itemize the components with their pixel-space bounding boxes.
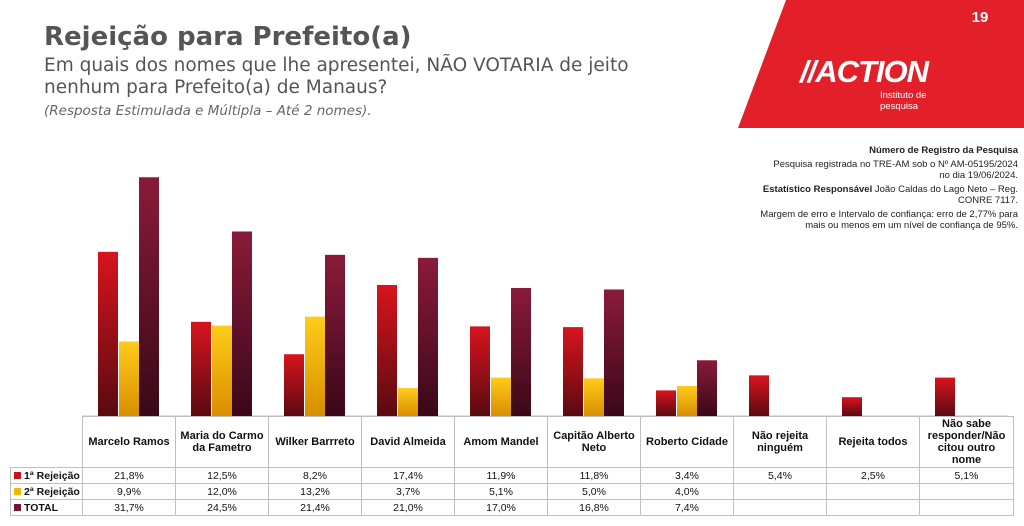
data-label-1-rejeicao-rejeita-todos: 2,5% <box>826 467 920 484</box>
bar-total-amom-mandel <box>511 287 531 416</box>
bar-1-rejeicao-nao-rejeita-ninguem <box>749 375 769 416</box>
bar-total-marcelo-ramos <box>139 177 159 416</box>
column-header-roberto-cidade: Roberto Cidade <box>640 416 734 468</box>
bar-2-rejeicao-roberto-cidade <box>677 385 697 416</box>
data-label-1-rejeicao-nao-sabe-responder-nao-citou-outro-nome: 5,1% <box>919 467 1014 484</box>
table-body: 1ª Rejeição 21,8% 12,5% 8,2% 17,4% 11,9% 11,8%… <box>10 467 1014 516</box>
data-label-total-wilker-barrreto: 21,4% <box>268 499 362 516</box>
bar-total-maria-do-carmo-da-fametro <box>232 231 252 416</box>
data-label-1-rejeicao-capitao-alberto-neto: 11,8% <box>547 467 641 484</box>
registry-number: Pesquisa registrada no TRE-AM sob o Nº A… <box>773 158 1018 170</box>
bar-2-rejeicao-amom-mandel <box>491 377 511 416</box>
bar-2-rejeicao-wilker-barrreto <box>305 316 325 416</box>
bar-1-rejeicao-capitao-alberto-neto <box>563 327 583 416</box>
response-note: (Resposta Estimulada e Múltipla – Até 2 … <box>44 103 372 119</box>
legend-1-rejeicao: 1ª Rejeição <box>10 467 83 484</box>
data-label-2-rejeicao-roberto-cidade: 4,0% <box>640 483 734 500</box>
bar-2-rejeicao-maria-do-carmo-da-fametro <box>212 325 232 416</box>
legend-swatch <box>14 503 21 511</box>
bar-1-rejeicao-maria-do-carmo-da-fametro <box>191 321 211 416</box>
data-label-1-rejeicao-amom-mandel: 11,9% <box>454 467 548 484</box>
data-label-1-rejeicao-nao-rejeita-ninguem: 5,4% <box>733 467 827 484</box>
bar-total-wilker-barrreto <box>325 254 345 416</box>
data-label-1-rejeicao-maria-do-carmo-da-fametro: 12,5% <box>175 467 269 484</box>
legend-swatch <box>14 471 21 479</box>
table-row-2-rejeicao: 2ª Rejeição 9,9% 12,0% 13,2% 3,7% 5,1% 5,0% 4,0… <box>10 483 1014 500</box>
legend-swatch <box>14 487 21 495</box>
bar-total-capitao-alberto-neto <box>604 289 624 416</box>
bar-1-rejeicao-nao-sabe-responder-nao-citou-outro-nome <box>935 377 955 416</box>
table-corner <box>10 416 83 468</box>
data-label-total-amom-mandel: 17,0% <box>454 499 548 516</box>
data-label-total-capitao-alberto-neto: 16,8% <box>547 499 641 516</box>
data-label-1-rejeicao-marcelo-ramos: 21,8% <box>82 467 176 484</box>
bar-1-rejeicao-wilker-barrreto <box>284 354 304 416</box>
table-row-total: TOTAL 31,7% 24,5% 21,4% 21,0% 17,0% 16,8% 7,4% <box>10 499 1014 516</box>
statistician-name: João Caldas do Lago Neto – Reg. CONRE 71… <box>874 183 1018 207</box>
data-label-total-rejeita-todos <box>826 499 920 516</box>
legend-label: 1ª Rejeição <box>24 469 80 482</box>
legend-2-rejeicao: 2ª Rejeição <box>10 483 83 500</box>
data-label-2-rejeicao-rejeita-todos <box>826 483 920 500</box>
data-label-2-rejeicao-maria-do-carmo-da-fametro: 12,0% <box>175 483 269 500</box>
data-label-1-rejeicao-roberto-cidade: 3,4% <box>640 467 734 484</box>
data-label-total-marcelo-ramos: 31,7% <box>82 499 176 516</box>
logo-tagline: Instituto de pesquisa <box>880 90 927 112</box>
bar-1-rejeicao-amom-mandel <box>470 326 490 416</box>
column-header-rejeita-todos: Rejeita todos <box>826 416 920 468</box>
column-header-nao-rejeita-ninguem: Não rejeita ninguém <box>733 416 827 468</box>
column-header-wilker-barrreto: Wilker Barrreto <box>268 416 362 468</box>
data-label-total-nao-rejeita-ninguem <box>733 499 827 516</box>
bar-2-rejeicao-david-almeida <box>398 388 418 416</box>
data-label-2-rejeicao-nao-sabe-responder-nao-citou-outro-nome <box>919 483 1014 500</box>
data-label-total-maria-do-carmo-da-fametro: 24,5% <box>175 499 269 516</box>
column-header-amom-mandel: Amom Mandel <box>454 416 548 468</box>
data-table: Marcelo Ramos Maria do Carmo da Fametro Wi… <box>10 416 1014 516</box>
column-header-david-almeida: David Almeida <box>361 416 455 468</box>
table-header-row: Marcelo Ramos Maria do Carmo da Fametro Wi… <box>10 416 1014 468</box>
data-label-1-rejeicao-wilker-barrreto: 8,2% <box>268 467 362 484</box>
column-header-capitao-alberto-neto: Capitão Alberto Neto <box>547 416 641 468</box>
registry-heading: Número de Registro da Pesquisa <box>869 145 1018 156</box>
legend-total: TOTAL <box>10 499 83 516</box>
data-label-2-rejeicao-amom-mandel: 5,1% <box>454 483 548 500</box>
registry-box: Número de Registro da Pesquisa Pesquisa … <box>740 145 1018 234</box>
data-label-2-rejeicao-wilker-barrreto: 13,2% <box>268 483 362 500</box>
data-label-2-rejeicao-david-almeida: 3,7% <box>361 483 455 500</box>
column-header-maria-do-carmo-da-fametro: Maria do Carmo da Fametro <box>175 416 269 468</box>
table-row-1-rejeicao: 1ª Rejeição 21,8% 12,5% 8,2% 17,4% 11,9% 11,8%… <box>10 467 1014 484</box>
data-label-2-rejeicao-capitao-alberto-neto: 5,0% <box>547 483 641 500</box>
action-logo: //ACTION <box>800 54 929 89</box>
data-label-total-roberto-cidade: 7,4% <box>640 499 734 516</box>
data-label-2-rejeicao-nao-rejeita-ninguem <box>733 483 827 500</box>
bar-1-rejeicao-rejeita-todos <box>842 397 862 416</box>
question-text: Em quais dos nomes que lhe apresentei, N… <box>44 55 629 98</box>
legend-label: TOTAL <box>24 501 59 514</box>
data-label-2-rejeicao-marcelo-ramos: 9,9% <box>82 483 176 500</box>
bar-2-rejeicao-capitao-alberto-neto <box>584 378 604 416</box>
bars-group <box>82 177 1008 417</box>
bar-1-rejeicao-marcelo-ramos <box>98 251 118 416</box>
legend-label: 2ª Rejeição <box>24 485 80 498</box>
data-label-total-nao-sabe-responder-nao-citou-outro-nome <box>919 499 1014 516</box>
bar-1-rejeicao-david-almeida <box>377 284 397 416</box>
data-label-total-david-almeida: 21,0% <box>361 499 455 516</box>
statistician-label: Estatístico Responsável <box>762 183 873 195</box>
column-header-marcelo-ramos: Marcelo Ramos <box>82 416 176 468</box>
margin-of-error: Margem de erro e Intervalo de confiança:… <box>760 208 1018 232</box>
data-label-1-rejeicao-david-almeida: 17,4% <box>361 467 455 484</box>
page-number: 19 <box>971 9 989 26</box>
bar-1-rejeicao-roberto-cidade <box>656 390 676 416</box>
column-header-nao-sabe-responder-nao-citou-outro-nome: Não sabe responder/Não citou outro nome <box>919 416 1014 468</box>
bar-total-roberto-cidade <box>697 360 717 416</box>
page-title: Rejeição para Prefeito(a) <box>44 22 412 52</box>
registry-date: no dia 19/06/2024. <box>939 170 1018 181</box>
bar-total-david-almeida <box>418 257 438 416</box>
bar-2-rejeicao-marcelo-ramos <box>119 341 139 416</box>
